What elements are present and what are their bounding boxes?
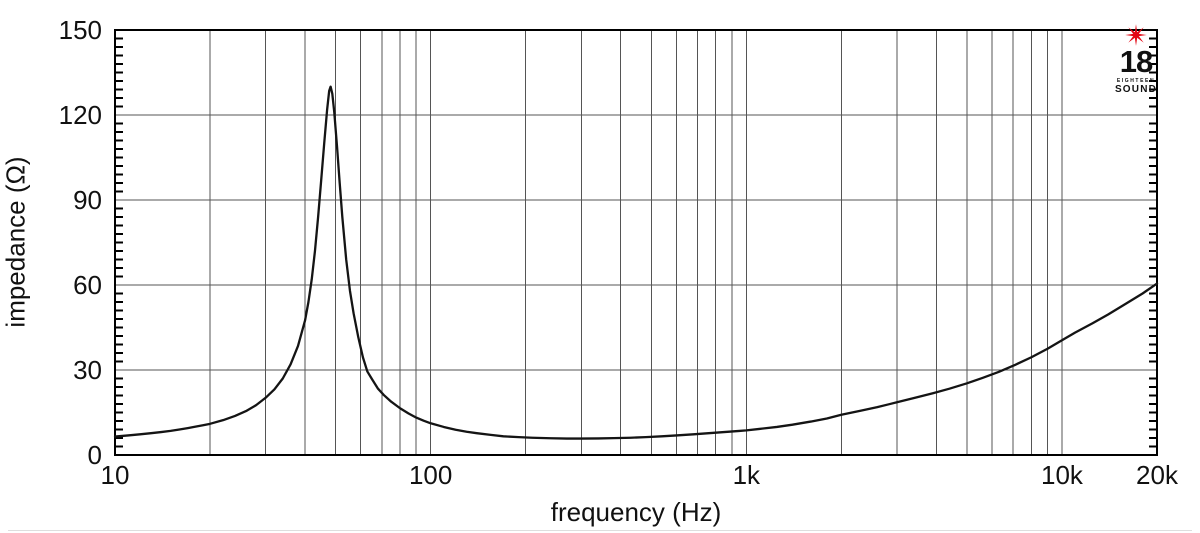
logo-number: 18 bbox=[1119, 44, 1153, 79]
x-tick-label: 10 bbox=[100, 460, 130, 490]
x-tick-label: 20k bbox=[1136, 460, 1178, 490]
y-tick-label: 30 bbox=[73, 355, 102, 385]
logo-brand-bottom: SOUND bbox=[1114, 84, 1158, 95]
logo-brand-top: EIGHTEEN bbox=[1116, 78, 1156, 84]
y-tick-label: 0 bbox=[87, 440, 102, 470]
scan-artifact-line bbox=[8, 530, 1192, 531]
y-tick-label: 90 bbox=[73, 185, 102, 215]
x-axis-title: frequency (Hz) bbox=[550, 497, 722, 527]
x-tick-label: 100 bbox=[408, 460, 453, 490]
x-tick-label: 1k bbox=[732, 460, 761, 490]
brand-logo: 18 EIGHTEEN SOUND bbox=[1110, 22, 1162, 95]
x-tick-label: 10k bbox=[1041, 460, 1083, 490]
star-icon bbox=[1110, 22, 1162, 48]
y-tick-label: 120 bbox=[58, 100, 102, 130]
y-tick-label: 60 bbox=[73, 270, 102, 300]
impedance-curve bbox=[113, 85, 1159, 440]
y-tick-label: 150 bbox=[58, 15, 102, 45]
y-axis-title: impedance (Ω) bbox=[0, 156, 31, 328]
